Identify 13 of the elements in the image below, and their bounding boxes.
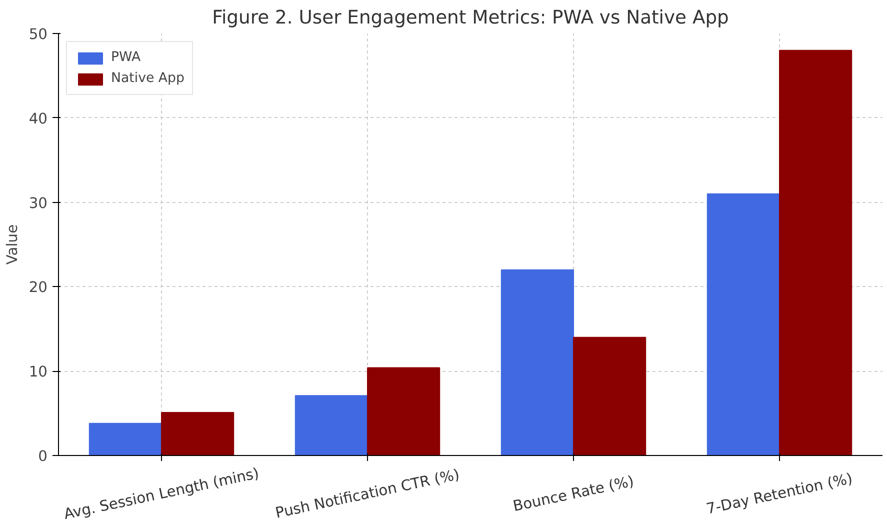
y-tick-label: 0 [38,448,48,465]
y-tick-label: 30 [28,194,48,212]
y-axis-title: Value [4,224,21,265]
legend-label: PWA [111,50,141,65]
y-tick-label: 40 [28,110,48,128]
chart-title: Figure 2. User Engagement Metrics: PWA vs Native App [212,8,729,28]
x-tick-label: Avg. Session Length (mins) [62,465,261,523]
y-tick-label: 20 [28,279,48,296]
y-tick-label: 50 [28,26,48,43]
legend-label: Native App [111,71,184,86]
x-tick-label: Bounce Rate (%) [512,472,636,516]
x-tick-label: 7-Day Retention (%) [704,470,854,518]
y-tick-label: 10 [28,364,48,381]
